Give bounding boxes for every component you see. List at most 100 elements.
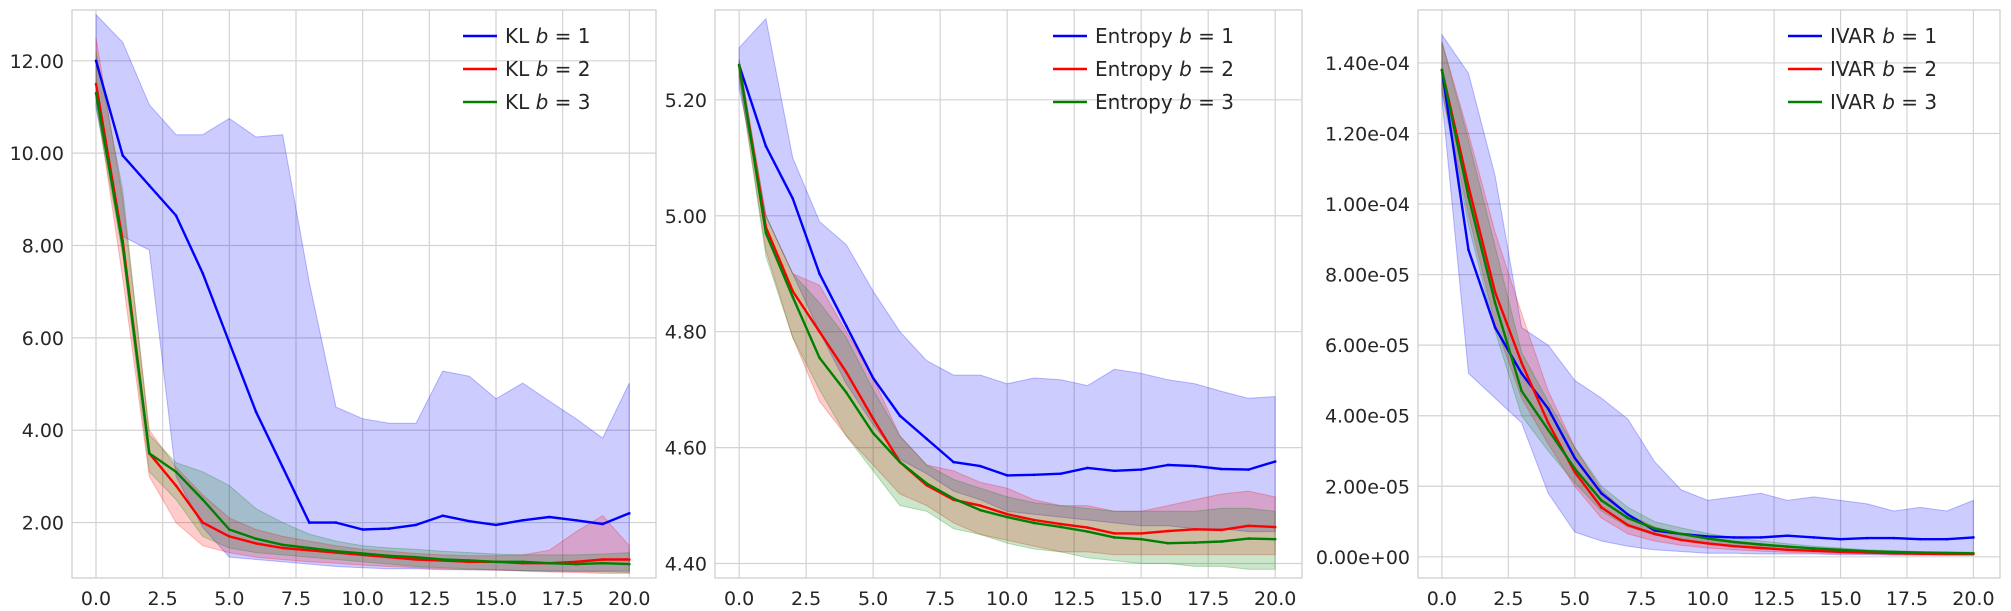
- data-point: [1573, 467, 1577, 470]
- x-tick-label: 20.0: [608, 588, 650, 610]
- data-point: [979, 504, 982, 507]
- data-point: [94, 91, 98, 95]
- data-point: [1706, 537, 1709, 540]
- data-point: [494, 523, 498, 527]
- x-tick-label: 7.5: [925, 588, 955, 610]
- legend-label: KL b = 2: [505, 57, 591, 81]
- y-tick-label: 4.80: [665, 322, 707, 344]
- data-point: [1573, 470, 1577, 474]
- data-point: [764, 231, 768, 235]
- x-tick-label: 0.0: [1427, 588, 1457, 610]
- data-point: [1839, 537, 1842, 541]
- data-point: [764, 144, 768, 148]
- legend: IVAR b = 1 IVAR b = 2 IVAR b = 3: [1788, 24, 1937, 114]
- x-tick-label: 10.0: [342, 588, 384, 610]
- data-point: [1520, 361, 1523, 365]
- plot-frame: [1417, 9, 2001, 579]
- y-tick-label: 2.00e-05: [1325, 476, 1410, 498]
- data-point: [414, 555, 418, 559]
- data-point: [925, 437, 929, 441]
- x-tick-label: 12.5: [408, 588, 450, 610]
- data-point: [818, 330, 821, 333]
- data-point: [601, 561, 604, 565]
- data-point: [1600, 492, 1603, 495]
- data-point: [628, 558, 631, 561]
- legend-label: Entropy b = 2: [1095, 57, 1234, 81]
- data-point: [601, 558, 604, 561]
- data-point: [1600, 499, 1603, 502]
- band-entropy-b2: [738, 59, 1276, 556]
- data-point: [1032, 473, 1036, 477]
- x-tick-label: 20.0: [1952, 588, 1994, 610]
- data-point: [1546, 428, 1550, 432]
- data-point: [308, 521, 311, 524]
- data-point: [521, 518, 524, 522]
- legend: Entropy b = 1 Entropy b = 2 Entropy b = 3: [1053, 24, 1234, 114]
- data-point: [1493, 301, 1497, 305]
- data-point: [201, 271, 204, 275]
- data-point: [1892, 536, 1895, 540]
- data-point: [1005, 474, 1009, 477]
- data-point: [628, 562, 631, 566]
- data-point: [1166, 463, 1170, 467]
- data-point: [925, 482, 929, 485]
- data-point: [1005, 512, 1009, 516]
- data-point: [952, 460, 955, 464]
- data-point: [1812, 549, 1816, 553]
- data-point: [1839, 548, 1842, 552]
- y-tick-label: 2.00: [22, 513, 64, 535]
- x-tick-label: 0.0: [81, 588, 111, 610]
- y-tick-label: 4.00e-05: [1325, 406, 1410, 428]
- data-point: [1626, 513, 1630, 516]
- x-tick-label: 10.0: [1687, 588, 1729, 610]
- legend-label: IVAR b = 3: [1830, 90, 1937, 114]
- data-point: [1520, 372, 1523, 375]
- plot-frame: [71, 9, 657, 579]
- data-point: [1166, 541, 1170, 545]
- data-point: [281, 465, 284, 469]
- x-tick-label: 12.5: [1053, 588, 1095, 610]
- data-point: [1193, 541, 1197, 544]
- data-point: [254, 537, 258, 541]
- x-tick-label: 2.5: [1493, 588, 1523, 610]
- data-point: [1945, 551, 1949, 555]
- data-point: [94, 82, 98, 86]
- data-point: [1059, 472, 1063, 475]
- data-point: [574, 560, 578, 564]
- y-tick-label: 8.00e-05: [1325, 265, 1410, 287]
- data-point: [1166, 529, 1170, 533]
- data-point: [1759, 543, 1763, 546]
- x-tick-label: 2.5: [791, 588, 821, 610]
- data-point: [871, 417, 875, 420]
- data-point: [1679, 532, 1683, 536]
- data-point: [1732, 544, 1736, 548]
- data-point: [1786, 534, 1789, 537]
- data-point: [574, 562, 578, 566]
- data-point: [1086, 466, 1089, 470]
- data-point: [1732, 540, 1736, 544]
- data-point: [1467, 185, 1470, 188]
- data-point: [1972, 552, 1975, 555]
- data-point: [414, 558, 418, 561]
- data-point: [628, 512, 631, 515]
- data-point: [979, 464, 982, 468]
- data-point: [1086, 530, 1089, 533]
- data-point: [818, 356, 821, 360]
- data-point: [1786, 545, 1789, 548]
- data-point: [1113, 469, 1116, 473]
- data-point: [1759, 536, 1763, 539]
- data-point: [1059, 522, 1063, 526]
- y-tick-label: 6.00: [22, 328, 64, 350]
- chart-panel-2: 0.0 2.5 5.0 7.5 10.0 12.5 15.0 17.5 20.0 4.40 4.60…: [665, 9, 1303, 610]
- x-tick-label: 17.5: [1886, 588, 1928, 610]
- y-tick-label: 1.20e-04: [1325, 123, 1410, 145]
- data-point: [1812, 547, 1816, 550]
- data-point: [1086, 526, 1089, 529]
- data-point: [201, 498, 204, 501]
- data-point: [121, 244, 124, 247]
- band-entropy-b3: [738, 59, 1276, 570]
- data-point: [388, 527, 391, 530]
- data-point: [174, 484, 178, 487]
- data-point: [254, 410, 258, 414]
- data-point: [228, 341, 231, 344]
